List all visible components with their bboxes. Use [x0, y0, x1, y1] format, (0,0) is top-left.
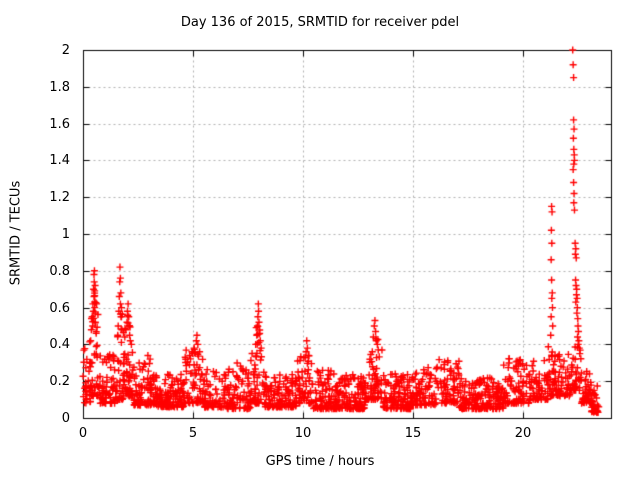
- y-tick-label: 0.6: [49, 300, 70, 316]
- y-tick-label: 1.4: [49, 153, 70, 169]
- x-axis-label: GPS time / hours: [265, 454, 375, 469]
- y-tick-label: 1.6: [49, 116, 70, 132]
- y-tick-label: 1.2: [49, 190, 70, 206]
- x-tick-label: 5: [188, 426, 198, 441]
- y-tick-label: 0.8: [49, 263, 70, 279]
- x-tick-label: 0: [78, 426, 88, 441]
- y-tick-label: 0.2: [49, 374, 70, 390]
- y-tick-label: 1: [61, 227, 70, 242]
- x-tick-label: 20: [514, 426, 532, 441]
- y-tick-label: 0: [61, 411, 70, 426]
- y-tick-label: 1.8: [49, 79, 70, 95]
- chart-title: Day 136 of 2015, SRMTID for receiver pde…: [180, 15, 460, 30]
- x-tick-label: 10: [294, 426, 312, 441]
- y-tick-label: 0.4: [49, 337, 70, 353]
- x-tick-label: 15: [404, 426, 422, 441]
- y-tick-label: 2: [61, 43, 70, 58]
